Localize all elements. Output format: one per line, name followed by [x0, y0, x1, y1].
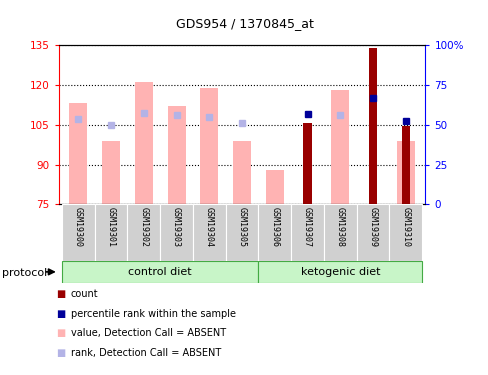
Text: GSM19310: GSM19310	[401, 207, 409, 247]
Text: ■: ■	[57, 309, 65, 319]
Bar	[62, 204, 95, 261]
Bar	[401, 126, 409, 204]
Bar	[225, 204, 258, 261]
Text: GSM19303: GSM19303	[172, 207, 181, 247]
Bar	[200, 87, 218, 204]
Text: count: count	[71, 290, 98, 299]
Text: rank, Detection Call = ABSENT: rank, Detection Call = ABSENT	[71, 348, 221, 358]
Text: value, Detection Call = ABSENT: value, Detection Call = ABSENT	[71, 328, 225, 338]
Text: GSM19301: GSM19301	[106, 207, 115, 247]
Text: GSM19305: GSM19305	[237, 207, 246, 247]
Text: ■: ■	[57, 348, 65, 358]
Bar	[368, 48, 376, 204]
Bar	[135, 82, 153, 204]
Bar	[167, 106, 185, 204]
Bar	[160, 204, 193, 261]
Text: GSM19307: GSM19307	[303, 207, 311, 247]
Bar	[69, 104, 87, 204]
Text: ■: ■	[57, 290, 65, 299]
Bar	[233, 141, 250, 204]
Bar	[396, 141, 414, 204]
Bar	[258, 204, 290, 261]
Bar	[265, 170, 283, 204]
Bar	[127, 204, 160, 261]
Bar	[102, 141, 120, 204]
Bar	[388, 204, 421, 261]
Bar	[95, 204, 127, 261]
Text: percentile rank within the sample: percentile rank within the sample	[71, 309, 235, 319]
Bar	[290, 204, 323, 261]
Bar	[330, 90, 348, 204]
Text: GSM19302: GSM19302	[139, 207, 148, 247]
Text: ketogenic diet: ketogenic diet	[300, 267, 379, 277]
Text: GDS954 / 1370845_at: GDS954 / 1370845_at	[175, 17, 313, 30]
Text: GSM19309: GSM19309	[368, 207, 377, 247]
Text: GSM19306: GSM19306	[270, 207, 279, 247]
Bar	[258, 261, 421, 283]
Text: control diet: control diet	[128, 267, 192, 277]
Text: GSM19300: GSM19300	[74, 207, 82, 247]
Bar	[62, 261, 258, 283]
Bar	[193, 204, 225, 261]
Text: ■: ■	[57, 328, 65, 338]
Text: GSM19304: GSM19304	[204, 207, 213, 247]
Bar	[303, 123, 311, 204]
Text: GSM19308: GSM19308	[335, 207, 344, 247]
Bar	[323, 204, 356, 261]
Bar	[356, 204, 388, 261]
Text: protocol: protocol	[2, 268, 48, 278]
